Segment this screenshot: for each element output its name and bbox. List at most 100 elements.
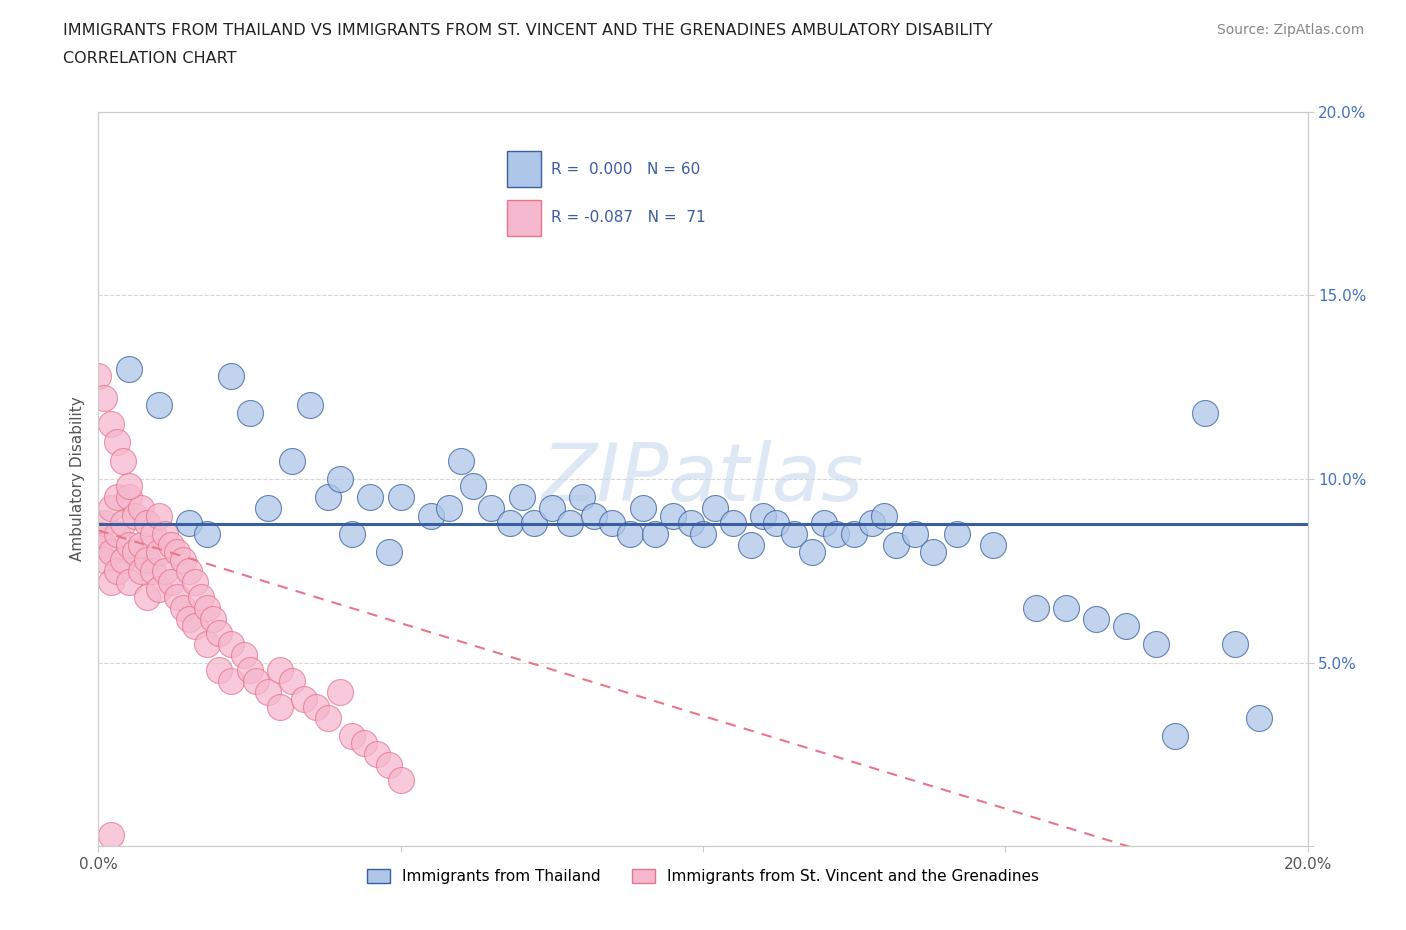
Immigrants from St. Vincent and the Grenadines	[124, 508, 146, 523]
Immigrants from St. Vincent and the Grenadines	[179, 611, 201, 626]
Immigrants from Thailand	[360, 490, 382, 505]
Immigrants from Thailand	[437, 501, 460, 516]
Immigrants from St. Vincent and the Grenadines	[135, 589, 157, 604]
Immigrants from Thailand	[644, 526, 666, 541]
Immigrants from St. Vincent and the Grenadines	[118, 538, 141, 552]
Immigrants from St. Vincent and the Grenadines	[93, 391, 115, 405]
Immigrants from Thailand	[1194, 405, 1216, 420]
Immigrants from Thailand	[602, 515, 624, 530]
Immigrants from St. Vincent and the Grenadines	[269, 699, 291, 714]
Immigrants from Thailand	[873, 508, 896, 523]
Immigrants from St. Vincent and the Grenadines	[195, 600, 218, 615]
Immigrants from Thailand	[316, 490, 339, 505]
Immigrants from St. Vincent and the Grenadines	[329, 684, 352, 699]
Legend: Immigrants from Thailand, Immigrants from St. Vincent and the Grenadines: Immigrants from Thailand, Immigrants fro…	[361, 863, 1045, 890]
Immigrants from St. Vincent and the Grenadines	[153, 564, 176, 578]
Immigrants from St. Vincent and the Grenadines	[166, 545, 188, 560]
Immigrants from St. Vincent and the Grenadines	[129, 564, 152, 578]
Immigrants from Thailand	[904, 526, 927, 541]
Immigrants from Thailand	[377, 545, 399, 560]
Immigrants from Thailand	[619, 526, 641, 541]
Immigrants from Thailand	[510, 490, 533, 505]
Immigrants from Thailand	[118, 361, 141, 376]
Text: ZIPatlas: ZIPatlas	[541, 440, 865, 518]
Immigrants from Thailand	[389, 490, 412, 505]
Immigrants from Thailand	[704, 501, 727, 516]
Immigrants from Thailand	[1054, 600, 1077, 615]
Immigrants from Thailand	[583, 508, 606, 523]
Text: IMMIGRANTS FROM THAILAND VS IMMIGRANTS FROM ST. VINCENT AND THE GRENADINES AMBUL: IMMIGRANTS FROM THAILAND VS IMMIGRANTS F…	[63, 23, 993, 38]
Text: Source: ZipAtlas.com: Source: ZipAtlas.com	[1216, 23, 1364, 37]
Immigrants from St. Vincent and the Grenadines	[100, 417, 122, 432]
Immigrants from Thailand	[1085, 611, 1108, 626]
Immigrants from Thailand	[946, 526, 969, 541]
Immigrants from Thailand	[679, 515, 702, 530]
Immigrants from St. Vincent and the Grenadines	[100, 828, 122, 843]
Immigrants from Thailand	[523, 515, 546, 530]
Immigrants from St. Vincent and the Grenadines	[148, 508, 170, 523]
Immigrants from Thailand	[661, 508, 683, 523]
Immigrants from St. Vincent and the Grenadines	[269, 662, 291, 677]
Immigrants from St. Vincent and the Grenadines	[256, 684, 278, 699]
Immigrants from Thailand	[342, 526, 364, 541]
Immigrants from Thailand	[631, 501, 654, 516]
Immigrants from Thailand	[886, 538, 908, 552]
Immigrants from Thailand	[1024, 600, 1046, 615]
Immigrants from St. Vincent and the Grenadines	[93, 515, 115, 530]
Immigrants from St. Vincent and the Grenadines	[135, 515, 157, 530]
Immigrants from Thailand	[1249, 711, 1271, 725]
Immigrants from Thailand	[221, 368, 243, 383]
Immigrants from St. Vincent and the Grenadines	[148, 545, 170, 560]
Immigrants from Thailand	[481, 501, 503, 516]
Immigrants from St. Vincent and the Grenadines	[105, 490, 128, 505]
Immigrants from Thailand	[239, 405, 262, 420]
Immigrants from St. Vincent and the Grenadines	[292, 692, 315, 707]
Immigrants from St. Vincent and the Grenadines	[111, 552, 134, 567]
Immigrants from St. Vincent and the Grenadines	[202, 611, 225, 626]
Immigrants from Thailand	[783, 526, 806, 541]
Immigrants from St. Vincent and the Grenadines	[160, 575, 183, 590]
Immigrants from St. Vincent and the Grenadines	[366, 747, 388, 762]
Immigrants from St. Vincent and the Grenadines	[129, 538, 152, 552]
Immigrants from Thailand	[692, 526, 714, 541]
Immigrants from St. Vincent and the Grenadines	[172, 600, 194, 615]
Immigrants from Thailand	[860, 515, 883, 530]
Immigrants from Thailand	[256, 501, 278, 516]
Immigrants from St. Vincent and the Grenadines	[239, 662, 262, 677]
Immigrants from Thailand	[1144, 637, 1167, 652]
Immigrants from St. Vincent and the Grenadines	[221, 673, 243, 688]
Immigrants from St. Vincent and the Grenadines	[142, 526, 165, 541]
Text: CORRELATION CHART: CORRELATION CHART	[63, 51, 236, 66]
Immigrants from Thailand	[813, 515, 835, 530]
Immigrants from St. Vincent and the Grenadines	[105, 526, 128, 541]
Immigrants from St. Vincent and the Grenadines	[148, 582, 170, 597]
Immigrants from St. Vincent and the Grenadines	[105, 564, 128, 578]
Immigrants from Thailand	[463, 479, 485, 494]
Y-axis label: Ambulatory Disability: Ambulatory Disability	[70, 396, 86, 562]
Immigrants from St. Vincent and the Grenadines	[305, 699, 328, 714]
Immigrants from Thailand	[179, 515, 201, 530]
Immigrants from St. Vincent and the Grenadines	[353, 736, 375, 751]
Immigrants from St. Vincent and the Grenadines	[100, 501, 122, 516]
Immigrants from St. Vincent and the Grenadines	[124, 545, 146, 560]
Immigrants from St. Vincent and the Grenadines	[87, 526, 110, 541]
Immigrants from St. Vincent and the Grenadines	[232, 648, 254, 663]
Immigrants from St. Vincent and the Grenadines	[135, 552, 157, 567]
Immigrants from Thailand	[800, 545, 823, 560]
Immigrants from Thailand	[825, 526, 848, 541]
Immigrants from Thailand	[844, 526, 866, 541]
Immigrants from St. Vincent and the Grenadines	[100, 575, 122, 590]
Immigrants from St. Vincent and the Grenadines	[105, 435, 128, 450]
Immigrants from Thailand	[752, 508, 775, 523]
Immigrants from St. Vincent and the Grenadines	[172, 552, 194, 567]
Immigrants from St. Vincent and the Grenadines	[342, 729, 364, 744]
Immigrants from St. Vincent and the Grenadines	[184, 575, 207, 590]
Immigrants from St. Vincent and the Grenadines	[118, 479, 141, 494]
Immigrants from St. Vincent and the Grenadines	[111, 453, 134, 468]
Immigrants from Thailand	[981, 538, 1004, 552]
Immigrants from Thailand	[498, 515, 520, 530]
Immigrants from Thailand	[1163, 729, 1185, 744]
Immigrants from St. Vincent and the Grenadines	[153, 526, 176, 541]
Immigrants from St. Vincent and the Grenadines	[166, 589, 188, 604]
Immigrants from St. Vincent and the Grenadines	[118, 575, 141, 590]
